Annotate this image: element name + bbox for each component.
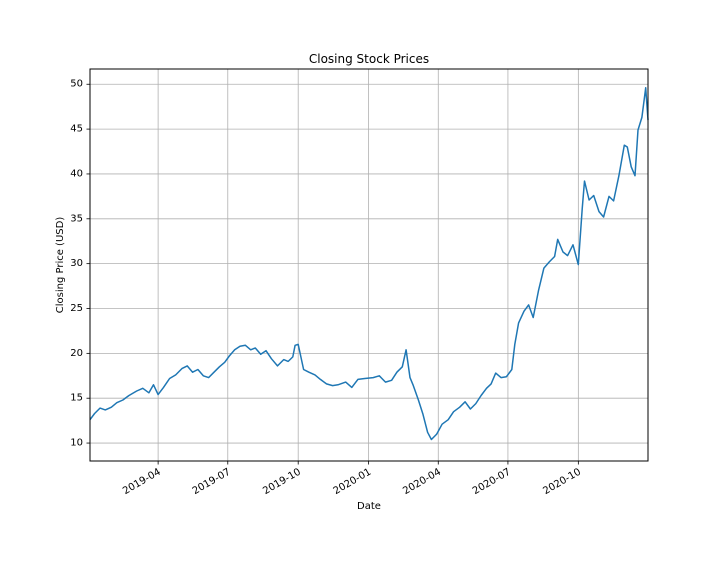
series-line bbox=[89, 87, 649, 441]
y-tick-label: 30 bbox=[70, 258, 83, 269]
plot-frame bbox=[89, 68, 649, 462]
y-tick-label: 15 bbox=[70, 393, 83, 404]
y-axis-label: Closing Price (USD) bbox=[55, 217, 66, 314]
y-tick-label: 45 bbox=[70, 124, 83, 135]
y-tick-label: 50 bbox=[70, 79, 83, 90]
chart-title: Closing Stock Prices bbox=[309, 52, 429, 66]
y-tick-label: 20 bbox=[70, 348, 83, 359]
y-tick-label: 25 bbox=[70, 303, 83, 314]
x-axis-label: Date bbox=[357, 501, 381, 512]
y-tick-label: 10 bbox=[70, 438, 83, 449]
y-tick-label: 40 bbox=[70, 168, 83, 179]
gridlines bbox=[90, 69, 648, 461]
y-tick-label: 35 bbox=[70, 213, 83, 224]
y-axis-ticks: 10 15 20 25 30 35 40 45 50 bbox=[70, 79, 90, 449]
